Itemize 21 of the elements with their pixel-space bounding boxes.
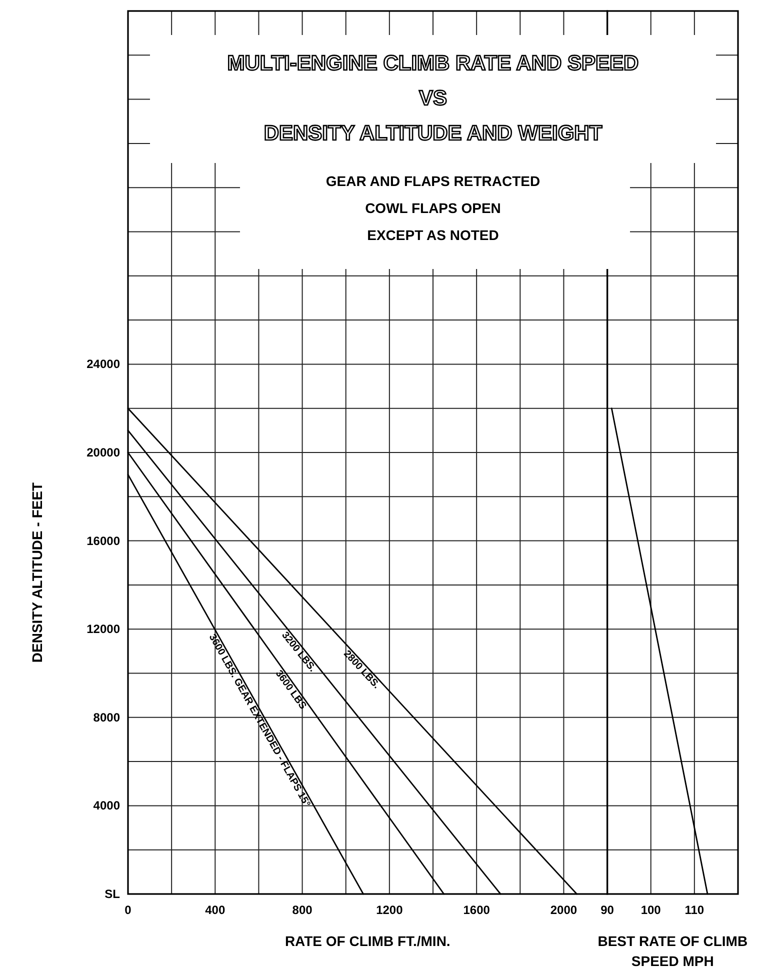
y-tick-label: SL: [104, 887, 120, 901]
x-tick-label: 1200: [376, 903, 404, 917]
x-tick-label: 2000: [550, 903, 578, 917]
x-tick-label: 800: [292, 903, 313, 917]
y-tick-label: 12000: [86, 622, 120, 636]
y-tick-label: 16000: [86, 534, 120, 548]
x-tick-label: 110: [684, 903, 704, 917]
x-axis-title: BEST RATE OF CLIMB SPEED MPH: [598, 933, 748, 969]
y-tick-label: 24000: [86, 357, 120, 372]
x-tick-label: 100: [640, 903, 662, 917]
y-axis-title: DENSITY ALTITUDE - FEET: [29, 482, 45, 663]
x-axis-title: RATE OF CLIMB FT./MIN.: [284, 933, 450, 949]
y-tick-label: 8000: [93, 710, 120, 724]
x-tick-label: 90: [600, 903, 614, 917]
text: MULTI-ENGINE CLIMB RATE AND SPEED VS DENSITY ALTITUDE AND WEIGHT: [227, 52, 639, 145]
y-tick-label: 4000: [93, 798, 120, 813]
x-tick-label: 1600: [463, 903, 490, 917]
x-tick-label: 400: [205, 903, 226, 917]
x-tick-label: 0: [124, 903, 132, 917]
text: GEAR AND FLAPS RETRACTED COWL FLAPS OPEN EXCEPT AS NOTED: [326, 173, 540, 243]
y-tick-label: 20000: [86, 446, 120, 460]
